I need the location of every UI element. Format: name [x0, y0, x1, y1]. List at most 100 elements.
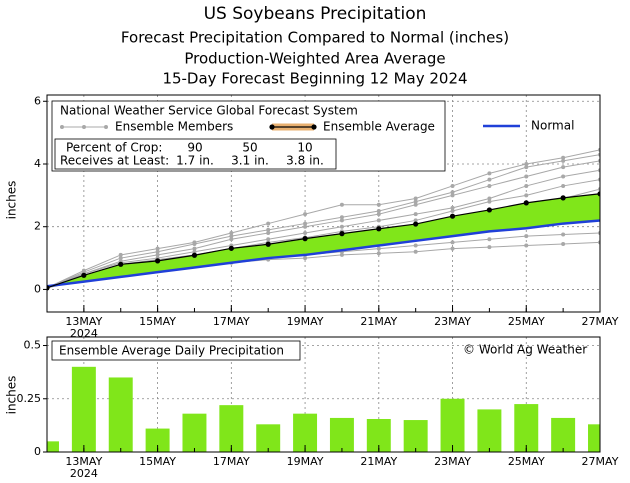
member-point [339, 202, 344, 207]
x-tick-label: 25MAY [508, 455, 545, 468]
member-point [229, 237, 234, 242]
member-point [155, 252, 160, 257]
chart-title: US Soybeans Precipitation [204, 4, 427, 24]
average-point [449, 213, 456, 219]
member-point [487, 196, 492, 201]
member-point [524, 234, 529, 239]
member-point [192, 241, 197, 246]
member-point [376, 202, 381, 207]
plot-frame [46, 336, 601, 453]
above-normal-fill [47, 193, 600, 288]
member-point [524, 165, 529, 170]
y-axis-label: inches [5, 376, 19, 415]
member-point [450, 246, 455, 251]
y-tick-label: 2 [34, 220, 41, 233]
member-point [376, 209, 381, 214]
crop-percent: 90 [187, 141, 202, 155]
crop-amount: 1.7 in. [176, 154, 214, 168]
member-point [524, 193, 529, 198]
crop-amount: 3.1 in. [231, 154, 269, 168]
bar [145, 428, 170, 452]
member-point [561, 155, 566, 160]
x-tick-label: 27MAY [582, 455, 619, 468]
member-point [487, 177, 492, 182]
legend-swatch [60, 125, 64, 129]
legend-label: Ensemble Average [323, 120, 435, 134]
average-point [47, 285, 50, 291]
member-point [413, 202, 418, 207]
member-point [487, 171, 492, 176]
y-tick-label: 0 [34, 445, 41, 458]
bar [47, 441, 59, 452]
member-point [561, 158, 566, 163]
member-point [524, 161, 529, 166]
member-point [339, 218, 344, 223]
bar [256, 424, 281, 452]
x-year-label: 2024 [70, 467, 98, 480]
member-point [450, 209, 455, 214]
member-point [450, 193, 455, 198]
chart-subtitle: Forecast Precipitation Compared to Norma… [121, 29, 509, 47]
chart-subtitle: 15-Day Forecast Beginning 12 May 2024 [162, 70, 467, 88]
member-point [303, 224, 308, 229]
legend-swatch [269, 124, 275, 130]
x-year-label: 2024 [70, 327, 98, 340]
member-point [450, 205, 455, 210]
x-tick-label: 21MAY [360, 455, 397, 468]
x-tick-label: 17MAY [213, 455, 250, 468]
crop-amount: 3.8 in. [286, 154, 324, 168]
legend-label: Ensemble Members [115, 120, 233, 134]
series-line [47, 193, 600, 289]
x-tick-label: 23MAY [434, 315, 471, 328]
average-point [413, 221, 419, 227]
bar [551, 417, 576, 452]
member-point [192, 249, 197, 254]
bar [219, 405, 244, 452]
member-line [47, 179, 600, 289]
x-tick-label: 15MAY [139, 455, 176, 468]
member-line [47, 149, 600, 289]
member-point [266, 237, 271, 242]
member-point [413, 196, 418, 201]
average-point [155, 258, 161, 264]
member-point [413, 243, 418, 248]
chart-subtitle: Production-Weighted Area Average [184, 50, 445, 68]
member-point [303, 212, 308, 217]
member-point [524, 243, 529, 248]
average-point [376, 226, 382, 232]
member-point [339, 224, 344, 229]
crop-table-label: Percent of Crop: [66, 141, 162, 155]
member-point [376, 251, 381, 256]
member-point [339, 252, 344, 257]
bar [366, 418, 391, 452]
legend-box [51, 340, 301, 361]
member-point [266, 221, 271, 226]
crop-table-box [54, 138, 337, 170]
average-point [118, 261, 124, 267]
member-point [487, 245, 492, 250]
legend: Ensemble Members Ensemble Average Normal [60, 119, 574, 134]
average-point [81, 272, 87, 278]
member-point [561, 232, 566, 237]
x-tick-label: 17MAY [213, 315, 250, 328]
x-tick-label: 19MAY [287, 455, 324, 468]
member-point [561, 241, 566, 246]
member-point [266, 230, 271, 235]
member-line [47, 154, 600, 289]
member-point [303, 256, 308, 261]
legend-swatch [311, 124, 317, 130]
member-point [561, 183, 566, 188]
bar [71, 366, 96, 452]
bar [108, 377, 133, 452]
bar [477, 409, 502, 452]
legend-label: Normal [531, 119, 574, 133]
member-point [413, 249, 418, 254]
member-point [229, 230, 234, 235]
average-point [597, 191, 600, 197]
credit: © World Ag Weather [463, 343, 587, 357]
average-point [265, 241, 271, 247]
x-tick-label: 13MAY [65, 455, 102, 468]
y-tick-label: 4 [34, 157, 41, 170]
member-point [413, 218, 418, 223]
